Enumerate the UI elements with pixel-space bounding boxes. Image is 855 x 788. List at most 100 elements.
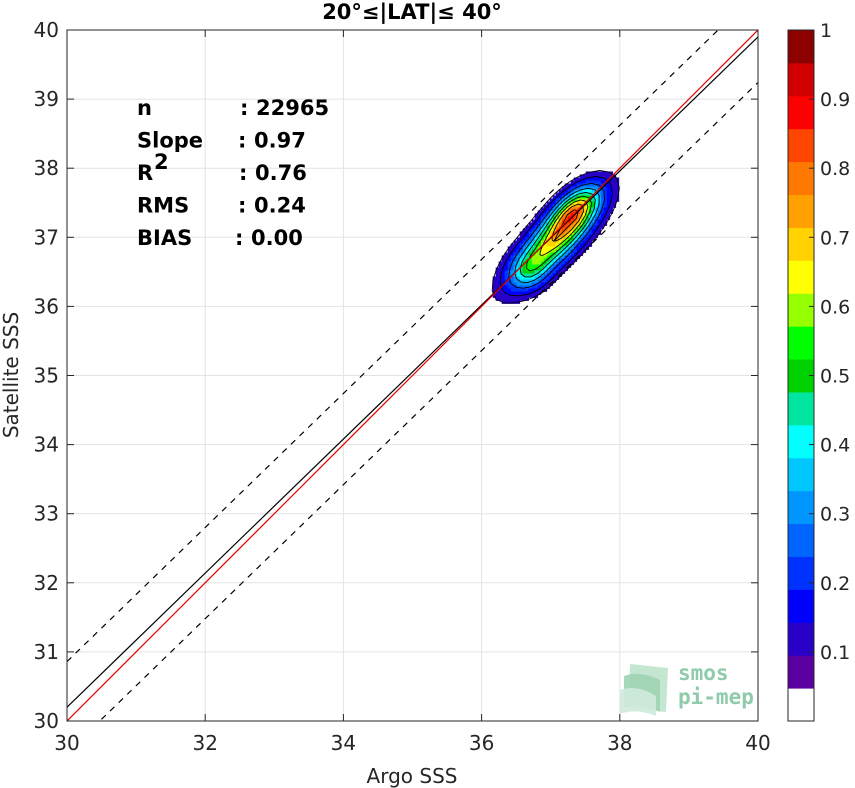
density-cell <box>549 213 554 217</box>
density-cell <box>579 225 584 229</box>
density-cell <box>573 222 578 226</box>
density-cell <box>549 249 554 253</box>
stat-label: Slope <box>137 129 203 153</box>
density-cell <box>594 234 599 238</box>
stat-value: 22965 <box>256 96 329 120</box>
density-cell <box>522 264 527 268</box>
density-cell <box>600 198 605 202</box>
density-cell <box>543 213 548 217</box>
density-cell <box>549 228 554 232</box>
density-cell <box>606 210 611 214</box>
density-cell <box>588 231 593 235</box>
density-cell <box>579 249 584 253</box>
density-cell <box>525 234 530 238</box>
density-cell <box>552 225 557 229</box>
colorbar-segment <box>788 523 814 557</box>
density-cell <box>561 219 566 223</box>
density-cell <box>591 204 596 208</box>
density-cell <box>498 270 503 274</box>
density-cell <box>588 171 593 175</box>
density-cell <box>510 297 515 301</box>
y-tick-label: 38 <box>34 156 59 180</box>
density-cell <box>525 246 530 250</box>
density-cell <box>555 204 560 208</box>
density-cell <box>546 279 551 283</box>
y-tick-label: 33 <box>34 502 59 526</box>
density-cell <box>612 177 617 181</box>
density-cell <box>546 285 551 289</box>
density-cell <box>504 252 509 256</box>
density-cell <box>558 264 563 268</box>
density-cell <box>525 270 530 274</box>
density-cell <box>615 195 620 199</box>
density-cell <box>540 207 545 211</box>
density-cell <box>594 177 599 181</box>
density-cell <box>504 264 509 268</box>
density-cell <box>495 279 500 283</box>
density-cell <box>549 246 554 250</box>
density-cell <box>552 198 557 202</box>
density-cell <box>516 288 521 292</box>
density-cell <box>573 204 578 208</box>
density-cell <box>546 246 551 250</box>
density-cell <box>564 204 569 208</box>
density-cell <box>564 228 569 232</box>
density-cell <box>522 270 527 274</box>
contour-line <box>508 182 605 289</box>
density-cell <box>573 234 578 238</box>
density-cell <box>534 240 539 244</box>
density-cell <box>579 186 584 190</box>
density-cell <box>564 189 569 193</box>
density-cell <box>579 180 584 184</box>
density-cell <box>504 270 509 274</box>
density-cell <box>567 210 572 214</box>
density-cell <box>594 195 599 199</box>
density-cell <box>591 177 596 181</box>
stat-label: R <box>137 161 153 185</box>
contour-line <box>519 191 596 278</box>
density-cell <box>549 267 554 271</box>
density-cell <box>585 174 590 178</box>
contour-line <box>526 195 593 272</box>
density-cell <box>558 210 563 214</box>
density-cell <box>534 264 539 268</box>
density-cell <box>507 261 512 265</box>
density-cell <box>600 213 605 217</box>
colorbar-tick-label: 0.6 <box>820 296 850 318</box>
colorbar-segment <box>788 655 814 689</box>
density-cell <box>600 171 605 175</box>
density-cell <box>612 201 617 205</box>
density-cell <box>597 192 602 196</box>
density-cell <box>549 237 554 241</box>
density-cell <box>597 210 602 214</box>
density-cell <box>573 213 578 217</box>
density-cell <box>567 183 572 187</box>
density-cell <box>534 258 539 262</box>
density-cell <box>564 267 569 271</box>
density-cell <box>540 276 545 280</box>
density-cell <box>540 261 545 265</box>
density-cell <box>519 249 524 253</box>
density-cell <box>549 243 554 247</box>
density-cell <box>555 243 560 247</box>
density-cell <box>543 279 548 283</box>
density-cell <box>597 219 602 223</box>
density-cell <box>504 255 509 259</box>
density-cell <box>603 186 608 190</box>
density-cell <box>564 183 569 187</box>
density-cell <box>552 270 557 274</box>
density-cell <box>546 201 551 205</box>
density-cell <box>561 240 566 244</box>
density-cell <box>567 255 572 259</box>
density-cell <box>543 285 548 289</box>
density-cell <box>549 255 554 259</box>
colorbar-tick-label: 0.4 <box>820 435 850 457</box>
density-cell <box>513 297 518 301</box>
density-cell <box>588 240 593 244</box>
density-cell <box>552 207 557 211</box>
density-cell <box>597 171 602 175</box>
density-cell <box>564 201 569 205</box>
density-cell <box>552 210 557 214</box>
colorbar-segment <box>788 293 814 327</box>
density-cell <box>540 258 545 262</box>
